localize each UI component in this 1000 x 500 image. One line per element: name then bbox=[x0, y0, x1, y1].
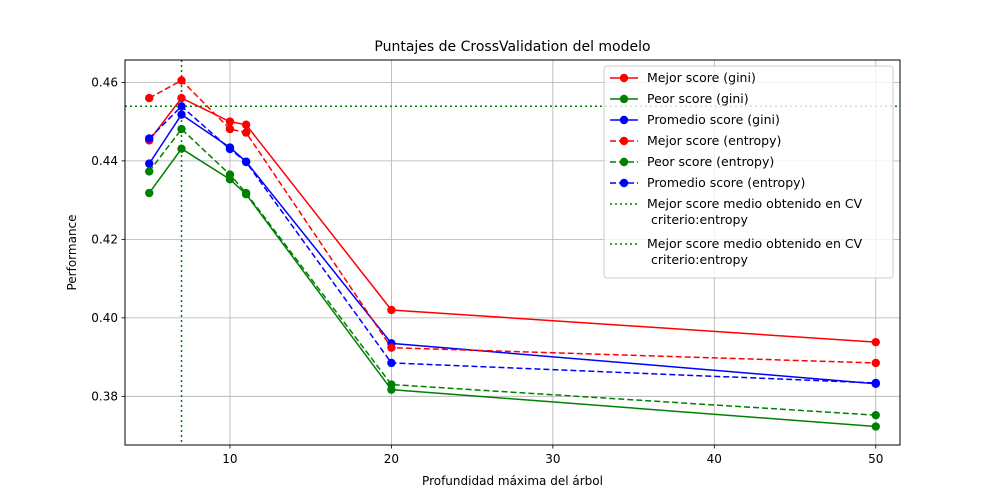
legend-label: Peor score (gini) bbox=[647, 91, 749, 106]
y-tick-label: 0.46 bbox=[91, 75, 118, 89]
series-layer bbox=[145, 76, 880, 431]
data-point bbox=[871, 337, 880, 347]
y-tick-label: 0.44 bbox=[91, 154, 118, 168]
data-point bbox=[387, 305, 396, 315]
data-point bbox=[177, 124, 186, 134]
data-point bbox=[177, 102, 186, 111]
data-point bbox=[145, 134, 154, 143]
series-line bbox=[148, 79, 876, 364]
legend-label: Mejor score (entropy) bbox=[647, 133, 781, 148]
legend-swatch-marker bbox=[619, 94, 629, 104]
data-point bbox=[871, 410, 880, 420]
x-tick-label: 40 bbox=[707, 452, 722, 466]
legend-swatch-marker bbox=[619, 73, 629, 83]
legend-label: Mejor score medio obtenido en CV criteri… bbox=[647, 196, 863, 227]
x-tick-label: 10 bbox=[222, 452, 237, 466]
legend-swatch-marker bbox=[619, 157, 629, 167]
legend-swatch-marker bbox=[619, 115, 629, 125]
data-point bbox=[225, 170, 235, 179]
data-point bbox=[145, 188, 154, 198]
legend-box bbox=[603, 65, 894, 279]
data-point bbox=[387, 380, 396, 389]
x-tick-label: 20 bbox=[384, 452, 399, 466]
legend-label: Mejor score (gini) bbox=[647, 70, 756, 85]
data-point bbox=[177, 76, 186, 85]
data-point bbox=[871, 358, 880, 368]
data-point bbox=[241, 157, 251, 167]
x-axis: 10 20 30 40 50 bbox=[222, 445, 883, 466]
series-line bbox=[148, 97, 876, 343]
plot-frame bbox=[124, 59, 901, 446]
legend-label: Peor score (entropy) bbox=[647, 154, 774, 169]
data-point bbox=[177, 110, 186, 119]
legend: Mejor score (gini) Peor score (gini) Prome… bbox=[603, 65, 894, 279]
legend-swatch-marker bbox=[619, 178, 629, 188]
data-point bbox=[387, 343, 396, 352]
data-point bbox=[145, 167, 154, 176]
series-group bbox=[145, 102, 880, 388]
data-point bbox=[177, 93, 186, 103]
series-group bbox=[145, 124, 880, 420]
data-point bbox=[145, 159, 154, 168]
y-tick-label: 0.40 bbox=[91, 311, 118, 325]
series-group bbox=[145, 76, 880, 368]
series-group bbox=[145, 93, 880, 347]
y-axis-label: Performance bbox=[65, 214, 79, 290]
y-axis: 0.38 0.40 0.42 0.44 0.46 bbox=[91, 75, 125, 403]
series-line bbox=[148, 147, 876, 428]
legend-label: Mejor score medio obtenido en CV criteri… bbox=[647, 236, 863, 267]
chart-title: Puntajes de CrossValidation del modelo bbox=[374, 39, 650, 55]
data-point bbox=[177, 144, 186, 153]
data-point bbox=[387, 358, 396, 368]
legend-label: Promedio score (entropy) bbox=[647, 175, 805, 190]
data-point bbox=[871, 378, 880, 388]
legend-label: Promedio score (gini) bbox=[647, 112, 780, 127]
data-point bbox=[241, 188, 251, 198]
data-point bbox=[225, 124, 235, 134]
data-point bbox=[225, 144, 235, 154]
series-line bbox=[148, 105, 876, 384]
data-point bbox=[241, 128, 251, 137]
x-axis-label: Profundidad máxima del árbol bbox=[422, 474, 603, 488]
y-tick-label: 0.42 bbox=[91, 232, 118, 246]
y-tick-label: 0.38 bbox=[91, 389, 118, 403]
data-point bbox=[241, 120, 251, 129]
data-point bbox=[871, 422, 880, 431]
legend-swatch-marker bbox=[619, 136, 629, 146]
x-tick-label: 50 bbox=[868, 452, 883, 466]
data-point bbox=[225, 117, 235, 126]
data-point bbox=[145, 93, 154, 103]
x-tick-label: 30 bbox=[545, 452, 560, 466]
